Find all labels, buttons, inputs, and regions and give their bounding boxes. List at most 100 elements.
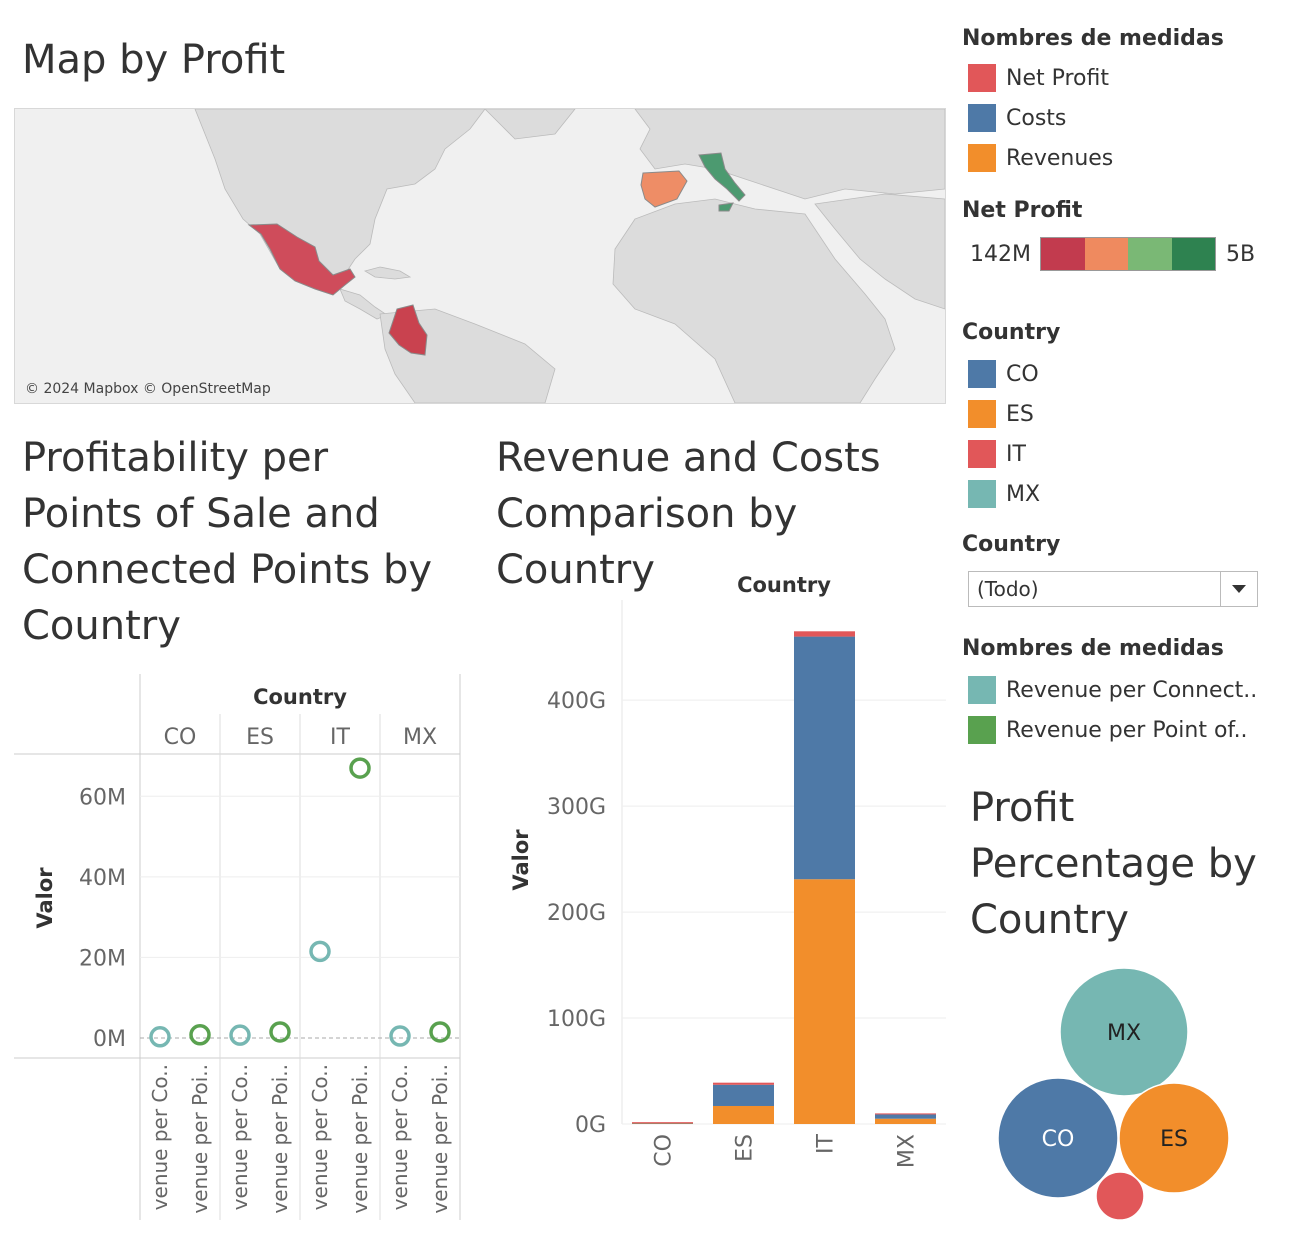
- map-land-middle-east: [814, 193, 945, 310]
- scatter-title: Profitability per Points of Sale and Con…: [22, 435, 433, 649]
- map-attribution: © 2024 Mapbox © OpenStreetMap: [25, 381, 271, 397]
- legend-label: Revenues: [1006, 145, 1114, 171]
- legend-measure-rev-connected[interactable]: Revenue per Connect..: [968, 676, 1257, 704]
- bubble-es: [1118, 1082, 1230, 1194]
- legend-label: ES: [1006, 401, 1034, 427]
- legend-label: IT: [1006, 441, 1026, 467]
- bar-segment: [713, 1082, 774, 1085]
- bubble-it: [1095, 1171, 1145, 1221]
- bubble-co: [997, 1077, 1119, 1199]
- scatter-sub-label: venue per Poi..: [268, 1064, 292, 1214]
- swatch: [968, 676, 996, 704]
- legend-label: Revenue per Point of..: [1006, 717, 1248, 743]
- legend-measures-title: Nombres de medidas: [962, 26, 1224, 51]
- bar-title: Revenue and Costs Comparison by Country: [496, 435, 881, 593]
- bar-chart: Country 0G 100G 200G 300G 400G Valor CO ES IT MX: [509, 573, 946, 1168]
- scatter-sub-label: venue per Co..: [228, 1064, 252, 1210]
- legend-label: Revenue per Connect..: [1006, 677, 1258, 703]
- legend-measures2-title: Nombres de medidas: [962, 636, 1224, 661]
- ramp-step: [1171, 238, 1215, 270]
- scatter-sub-label: venue per Co..: [388, 1064, 412, 1210]
- bubble-mx: [1059, 967, 1189, 1097]
- bar-column-header: Country: [737, 573, 831, 597]
- scatter-point: [229, 1024, 251, 1046]
- swatch: [968, 400, 996, 428]
- map-land-europe: [634, 109, 945, 200]
- map-country-italy[interactable]: [698, 152, 746, 202]
- ramp-step: [1084, 238, 1128, 270]
- chevron-down-icon[interactable]: [1220, 572, 1257, 606]
- bar-category-label: MX: [895, 1134, 920, 1168]
- ramp-step: [1041, 238, 1085, 270]
- bar-y-tick: 100G: [547, 1007, 606, 1032]
- bubble-chart: MX CO ES: [997, 967, 1230, 1221]
- legend-country-mx[interactable]: MX: [968, 480, 1040, 508]
- map-land-north-america: [194, 109, 486, 280]
- map-country-italy-sicily[interactable]: [718, 202, 734, 212]
- profit-map[interactable]: © 2024 Mapbox © OpenStreetMap: [14, 108, 946, 404]
- map-country-spain[interactable]: [640, 170, 688, 208]
- scatter-category-label: MX: [403, 725, 437, 750]
- bar-segment: [875, 1113, 936, 1115]
- ramp-step: [1128, 238, 1172, 270]
- legend-measure-rev-pos[interactable]: Revenue per Point of..: [968, 716, 1248, 744]
- scatter-column-header: Country: [253, 685, 347, 709]
- bar-y-axis-title: Valor: [509, 829, 533, 891]
- map-title: Map by Profit: [22, 37, 286, 83]
- scatter-point: [149, 1026, 171, 1048]
- legend-net-profit-title: Net Profit: [962, 198, 1083, 223]
- scatter-y-tick: 0M: [93, 1027, 126, 1052]
- scatter-y-tick: 40M: [79, 866, 126, 891]
- swatch: [968, 64, 996, 92]
- bar-y-tick: 200G: [547, 901, 606, 926]
- net-profit-ramp: [1040, 237, 1216, 271]
- bar-segment: [875, 1114, 936, 1119]
- scatter-y-tick: 20M: [79, 946, 126, 971]
- country-filter-dropdown[interactable]: (Todo): [968, 571, 1258, 607]
- bubble-label: ES: [1160, 1127, 1188, 1152]
- scatter-point: [429, 1021, 451, 1043]
- bar-segment: [875, 1118, 936, 1124]
- bar-y-tick: 300G: [547, 795, 606, 820]
- legend-measure-costs[interactable]: Costs: [968, 104, 1066, 132]
- scatter-category-label: CO: [164, 725, 197, 750]
- map-canvas: [194, 109, 945, 403]
- legend-measure-net-profit[interactable]: Net Profit: [968, 64, 1109, 92]
- scatter-y-axis-title: Valor: [33, 867, 57, 929]
- scatter-sub-label: venue per Poi..: [348, 1064, 372, 1214]
- scatter-point: [349, 757, 371, 779]
- map-land-greenland: [484, 109, 576, 140]
- scatter-point: [309, 940, 331, 963]
- scatter-category-label: IT: [330, 725, 350, 750]
- dropdown-value: (Todo): [977, 577, 1039, 601]
- bar-segment: [794, 879, 855, 1124]
- bar-segment: [713, 1084, 774, 1106]
- bar-y-tick: 400G: [547, 689, 606, 714]
- legend-country-es[interactable]: ES: [968, 400, 1034, 428]
- net-profit-min: 142M: [970, 242, 1031, 267]
- legend-label: Net Profit: [1006, 65, 1109, 91]
- swatch: [968, 360, 996, 388]
- bar-segment: [794, 636, 855, 880]
- legend-country-it[interactable]: IT: [968, 440, 1026, 468]
- bubble-title: Profit Percentage by Country: [970, 785, 1257, 943]
- bar-segment: [632, 1122, 693, 1124]
- scatter-y-tick: 60M: [79, 785, 126, 810]
- bar-y-tick: 0G: [575, 1113, 606, 1138]
- swatch: [968, 716, 996, 744]
- legend-measure-revenues[interactable]: Revenues: [968, 144, 1113, 172]
- net-profit-max: 5B: [1226, 242, 1256, 267]
- map-country-colombia[interactable]: [388, 304, 428, 356]
- bar-category-label: IT: [814, 1133, 839, 1153]
- scatter-sub-label: venue per Poi..: [188, 1064, 212, 1214]
- map-land-caribbean: [363, 266, 412, 280]
- legend-label: CO: [1006, 361, 1039, 387]
- legend-label: MX: [1006, 481, 1041, 507]
- swatch: [968, 104, 996, 132]
- map-country-mexico[interactable]: [247, 223, 356, 296]
- bubble-label: CO: [1042, 1127, 1075, 1152]
- scatter-sub-label: venue per Poi..: [428, 1064, 452, 1214]
- legend-country-co[interactable]: CO: [968, 360, 1039, 388]
- scatter-sub-label: venue per Co..: [148, 1064, 172, 1210]
- filter-country-title: Country: [962, 532, 1061, 557]
